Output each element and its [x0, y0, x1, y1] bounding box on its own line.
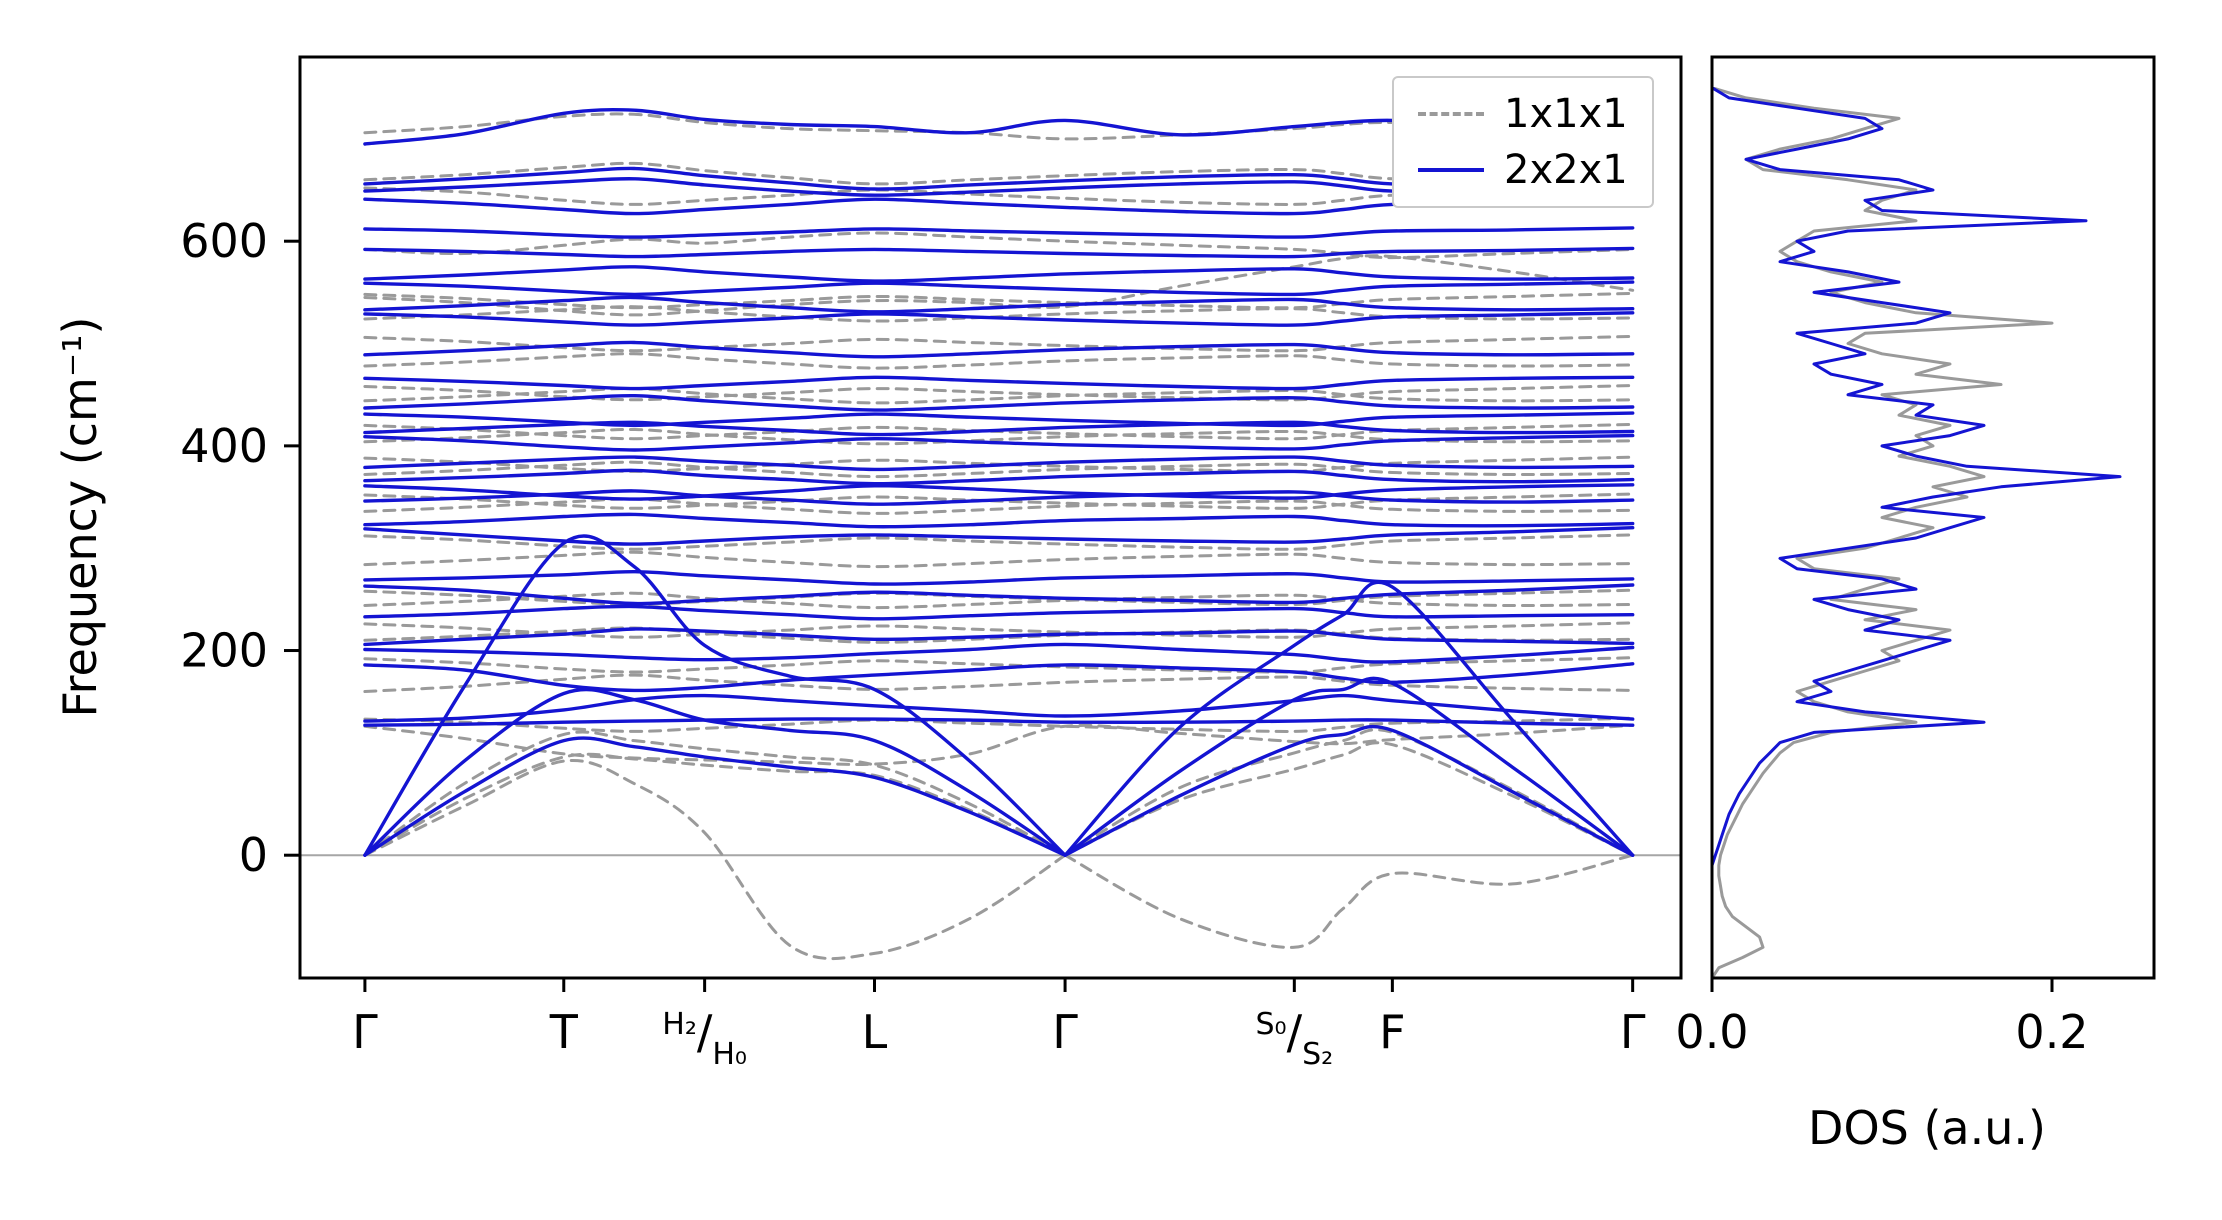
band-2x2x1 — [363, 340, 1635, 359]
kpoint-label: T — [549, 1005, 579, 1059]
dos-x-tick-label: 0.0 — [1675, 1005, 1748, 1059]
band-2x2x1 — [363, 512, 1635, 529]
legend-label-1x1x1: 1x1x1 — [1504, 91, 1628, 137]
kpoint-label: Γ — [1620, 1005, 1646, 1059]
band-1x1x1 — [363, 112, 1635, 141]
band-1x1x1 — [363, 550, 1635, 569]
band-2x2x1 — [363, 166, 1635, 191]
band-2x2x1 — [363, 455, 1635, 472]
legend-item-1x1x1: 1x1x1 — [1418, 88, 1628, 140]
kpoint-label: Γ — [352, 1005, 378, 1059]
band-1x1x1 — [363, 758, 1635, 961]
band-2x2x1 — [363, 226, 1635, 239]
band-2x2x1 — [363, 489, 1635, 506]
kpoint-label: S₀/S₂ — [1255, 1005, 1333, 1072]
legend-item-2x2x1: 2x2x1 — [1418, 144, 1628, 196]
band-2x2x1 — [363, 717, 1635, 727]
band-2x2x1 — [363, 642, 1635, 664]
y-axis-label: Frequency (cm⁻¹) — [53, 316, 107, 718]
band-2x2x1 — [363, 604, 1635, 621]
band-2x2x1 — [363, 246, 1635, 259]
band-1x1x1 — [363, 723, 1635, 766]
legend-label-2x2x1: 2x2x1 — [1504, 147, 1628, 193]
band-1x1x1 — [363, 334, 1635, 353]
dos-curve-2x2x1 — [1710, 77, 2122, 978]
band-2x2x1 — [363, 724, 1635, 857]
band-2x2x1 — [363, 693, 1635, 723]
band-1x1x1 — [363, 161, 1635, 186]
band-2x2x1 — [363, 280, 1635, 297]
band-2x2x1 — [363, 433, 1635, 452]
band-2x2x1 — [363, 483, 1635, 501]
dos-x-tick-label: 0.2 — [2015, 1005, 2088, 1059]
band-structure-frame — [298, 55, 1683, 980]
band-2x2x1 — [363, 177, 1635, 197]
dos-axis-label: DOS (a.u.) — [1808, 1101, 2046, 1155]
band-1x1x1 — [363, 728, 1635, 857]
band-2x2x1 — [363, 583, 1635, 606]
y-tick-label: 200 — [180, 624, 268, 678]
dos-frame — [1710, 55, 2156, 980]
band-2x2x1 — [363, 311, 1635, 327]
band-1x1x1 — [363, 352, 1635, 370]
band-2x2x1 — [363, 196, 1635, 216]
band-2x2x1 — [363, 295, 1635, 314]
kpoint-label: F — [1379, 1005, 1405, 1059]
band-2x2x1 — [363, 393, 1635, 412]
band-2x2x1 — [363, 375, 1635, 391]
legend: 1x1x1 2x2x1 — [1392, 76, 1654, 208]
band-1x1x1 — [363, 741, 1635, 857]
legend-solid-line-sample — [1418, 168, 1484, 172]
legend-dashed-line-sample — [1418, 112, 1484, 116]
kpoint-label: L — [862, 1005, 888, 1059]
y-tick-label: 0 — [239, 828, 268, 882]
dos-curve-1x1x1 — [1710, 77, 2054, 979]
kpoint-label: Γ — [1052, 1005, 1078, 1059]
y-tick-label: 400 — [180, 419, 268, 473]
y-tick-label: 600 — [180, 214, 268, 268]
band-2x2x1 — [363, 107, 1635, 146]
band-2x2x1 — [363, 569, 1635, 586]
band-2x2x1 — [363, 526, 1635, 546]
band-2x2x1 — [363, 534, 1635, 857]
band-2x2x1 — [363, 627, 1635, 647]
kpoint-label: H₂/H₀ — [662, 1005, 747, 1072]
band-2x2x1 — [363, 662, 1635, 693]
band-2x2x1 — [363, 468, 1635, 486]
band-2x2x1 — [363, 265, 1635, 283]
band-2x2x1 — [363, 411, 1635, 428]
